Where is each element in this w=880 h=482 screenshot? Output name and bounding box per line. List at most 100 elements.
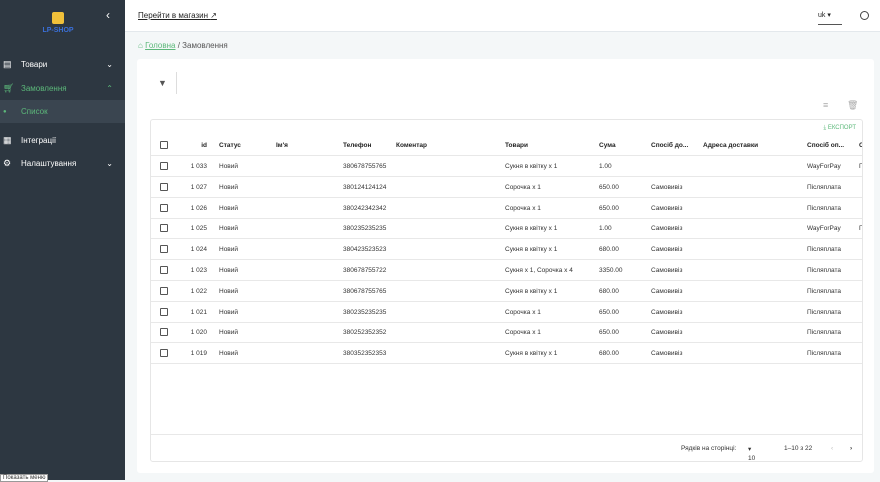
table-cell: Самовивіз <box>651 267 683 274</box>
table-cell: 380252352352 <box>343 329 387 337</box>
table-cell: 380352352353 <box>343 350 387 358</box>
table-cell: Післяплата <box>807 350 841 358</box>
table-row[interactable]: 1 024 Новий 380423523523 Сукня в квітку x 1… <box>151 239 862 261</box>
table-cell: 650.00 <box>599 329 619 337</box>
column-header[interactable]: Спосіб оп... <box>807 142 845 149</box>
sidebar-item-settings[interactable]: ⚙ Налаштування ⌄ <box>3 158 113 168</box>
row-checkbox[interactable] <box>160 162 168 170</box>
table-cell: Самовивіз <box>651 350 683 358</box>
table-cell: 1 019 <box>190 350 207 358</box>
column-header[interactable]: С <box>859 142 862 149</box>
column-header[interactable]: Телефон <box>343 142 372 149</box>
table-cell: Сукня в квітку x 1 <box>505 287 558 295</box>
column-header[interactable]: Сума <box>599 142 616 149</box>
columns-icon[interactable]: ≡ <box>823 100 829 110</box>
table-cell: Сорочка x 1 <box>505 308 541 316</box>
column-header[interactable]: Спосіб до... <box>651 142 689 149</box>
table-cell: 680.00 <box>599 287 619 295</box>
sidebar-item-list[interactable]: ● Список <box>0 100 125 123</box>
table-row[interactable]: 1 026 Новий 380242342342 Сорочка x 1 650.00 С… <box>151 198 862 219</box>
divider <box>176 72 177 94</box>
chevron-up-icon: ⌃ <box>106 84 113 93</box>
table-header-row[interactable]: id Статус Ім'я Телефон Коментар Товари Сума Спо… <box>151 135 862 156</box>
table-cell: Новий <box>219 225 239 233</box>
table-row[interactable]: 1 020 Новий 380252352352 Сорочка x 1 650.00 С… <box>151 322 862 344</box>
table-cell: Новий <box>219 183 239 191</box>
table-cell: Самовивіз <box>651 183 683 191</box>
table-row[interactable]: 1 019 Новий 380352352353 Сукня в квітку x 1… <box>151 343 862 365</box>
table-cell: Сукня в квітку x 1 <box>505 350 558 358</box>
row-checkbox[interactable] <box>160 266 168 274</box>
breadcrumb-home[interactable]: Головна <box>145 41 176 50</box>
table-cell: 1 026 <box>190 204 207 212</box>
logo[interactable]: LP-SHOP <box>36 12 80 34</box>
table-cell: 1 025 <box>190 225 207 233</box>
table-cell: WayForPay <box>807 163 841 170</box>
row-checkbox[interactable] <box>160 141 168 149</box>
dropdown-arrow-icon: ▾ <box>827 12 831 19</box>
sidebar-item-products[interactable]: ▤ Товари ⌄ <box>3 59 113 69</box>
table-cell: 1 027 <box>190 183 207 191</box>
table-cell: Сукня в квітку x 1 <box>505 225 558 233</box>
table-cell: Самовивіз <box>651 308 683 316</box>
table-row[interactable]: 1 027 Новий 380124124124 Сорочка x 1 650.00 С… <box>151 177 862 198</box>
chevron-down-icon: ⌄ <box>106 159 113 168</box>
table-cell: Новий <box>219 267 239 274</box>
go-to-shop-link[interactable]: Перейти в магазин ↗ <box>138 11 217 20</box>
table-row[interactable]: 1 023 Новий 380678755722 Сукня x 1, Сорочка… <box>151 260 862 281</box>
table-cell: 650.00 <box>599 308 619 316</box>
table-cell: 380678755765 <box>343 287 387 295</box>
table-cell: 380423523523 <box>343 246 387 254</box>
account-icon[interactable] <box>860 11 869 20</box>
next-page-button[interactable]: › <box>850 445 853 452</box>
row-checkbox[interactable] <box>160 203 168 212</box>
collapse-sidebar-button[interactable]: ‹ <box>106 8 110 22</box>
table-cell: 650.00 <box>599 183 619 191</box>
table-cell: 380242342342 <box>343 204 387 212</box>
delete-icon[interactable]: 🗑︎ <box>847 100 859 110</box>
column-header[interactable]: Ім'я <box>276 142 288 149</box>
table-cell: Самовивіз <box>651 204 683 212</box>
column-header[interactable]: Коментар <box>396 142 427 149</box>
cart-icon: 🛒︎ <box>3 83 15 93</box>
breadcrumb: ⌂ Головна / Замовлення <box>138 41 228 50</box>
column-header[interactable]: id <box>201 142 207 149</box>
table-cell: Післяплата <box>807 246 841 254</box>
table-cell: 1 033 <box>190 163 207 170</box>
row-checkbox[interactable] <box>160 224 168 233</box>
home-icon: ⌂ <box>138 41 143 50</box>
row-checkbox[interactable] <box>160 328 168 337</box>
prev-page-button[interactable]: ‹ <box>831 445 834 452</box>
table-cell: 3350.00 <box>599 267 623 274</box>
table-cell: Післяплата <box>807 287 841 295</box>
chevron-down-icon: ⌄ <box>106 60 113 69</box>
column-header[interactable]: Товари <box>505 142 529 149</box>
table-cell: Післяплата <box>807 329 841 337</box>
table-row[interactable]: 1 033 Новий 380678755765 Сукня в квітку x 1… <box>151 156 862 177</box>
row-checkbox[interactable] <box>160 349 168 358</box>
table-cell: Новий <box>219 329 239 337</box>
table-cell: Післяплата <box>807 308 841 316</box>
filter-icon[interactable]: ▼ <box>158 78 167 88</box>
table-cell: 1 024 <box>190 246 207 254</box>
column-header[interactable]: Адреса доставки <box>703 142 759 149</box>
sidebar-item-orders[interactable]: 🛒︎ Замовлення ⌃ <box>3 83 113 93</box>
table-cell: Самовивіз <box>651 246 683 254</box>
export-button[interactable]: ⤓ ЕКСПОРТ <box>823 125 856 131</box>
row-checkbox[interactable] <box>160 286 168 295</box>
table-cell: 1.00 <box>599 163 612 170</box>
rows-per-page-select[interactable]: 10 ▾ <box>748 446 756 462</box>
download-icon: ⤓ <box>823 125 827 131</box>
table-cell: 1.00 <box>599 225 612 233</box>
sidebar-item-integrations[interactable]: ▦ Інтеграції <box>3 135 57 145</box>
language-select[interactable]: uk ▾ <box>818 11 842 25</box>
row-checkbox[interactable] <box>160 307 168 316</box>
row-checkbox[interactable] <box>160 245 168 254</box>
table-cell: 1 023 <box>190 267 207 274</box>
table-cell: Післяплата <box>807 267 841 274</box>
column-header[interactable]: Статус <box>219 142 241 149</box>
table-row[interactable]: 1 021 Новий 380235235235 Сорочка x 1 650.00 С… <box>151 302 862 323</box>
row-checkbox[interactable] <box>160 182 168 191</box>
table-row[interactable]: 1 022 Новий 380678755765 Сукня в квітку x 1… <box>151 281 862 302</box>
table-row[interactable]: 1 025 Новий 380235235235 Сукня в квітку x 1… <box>151 218 862 240</box>
